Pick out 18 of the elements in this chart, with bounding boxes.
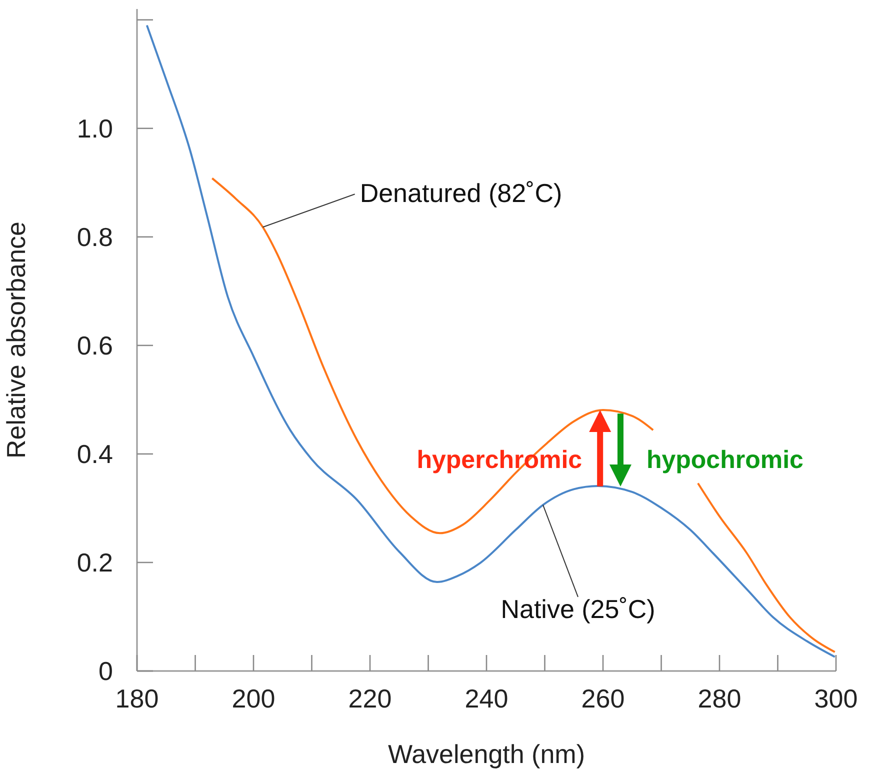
- y-axis-title: Relative absorbance: [1, 221, 32, 459]
- x-tick-label: 300: [814, 683, 858, 714]
- annotation: hypochromic: [646, 446, 804, 474]
- x-tick-label: 180: [115, 683, 159, 714]
- x-tick-label: 260: [581, 683, 625, 714]
- y-tick-label: 0: [98, 656, 113, 686]
- y-tick-label: 1.0: [76, 114, 113, 144]
- x-tick-label: 200: [232, 683, 276, 714]
- y-tick-label: 0.2: [76, 548, 113, 578]
- x-tick-label: 220: [348, 683, 392, 714]
- y-tick-label: 0.8: [76, 222, 113, 252]
- annotation: Native (25˚C): [500, 594, 656, 624]
- y-tick-label: 0.6: [76, 330, 113, 361]
- x-tick-label: 240: [464, 683, 508, 714]
- annotation: Denatured (82˚C): [360, 178, 562, 208]
- y-tick-label: 0.4: [76, 439, 113, 470]
- x-tick-label: 280: [698, 683, 742, 714]
- x-axis-title: Wavelength (nm): [388, 739, 585, 769]
